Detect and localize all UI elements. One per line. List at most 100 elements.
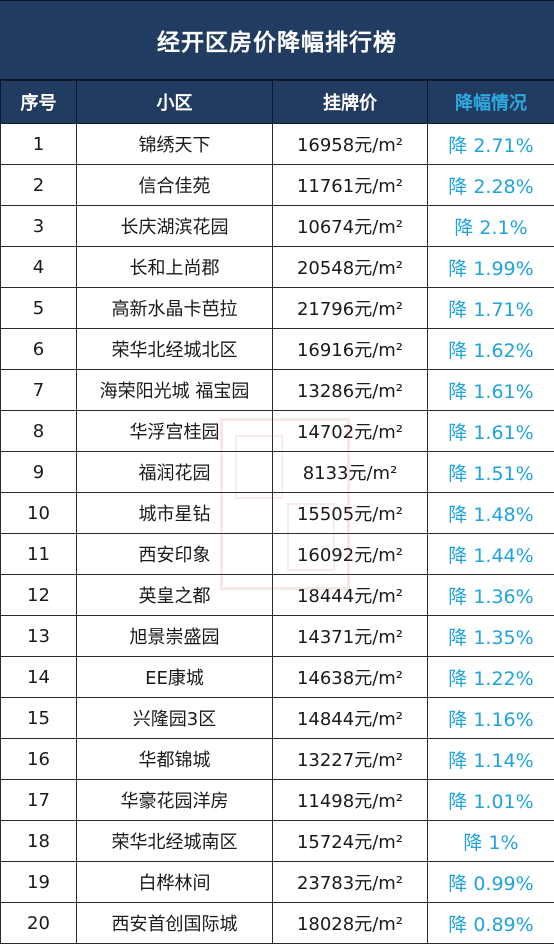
drop-cell: 降 1.61% [428, 370, 554, 411]
price-cell: 14371元/m² [273, 616, 428, 657]
price-cell: 11498元/m² [273, 780, 428, 821]
price-cell: 11761元/m² [273, 165, 428, 206]
rank-cell: 20 [1, 903, 77, 944]
rank-cell: 19 [1, 862, 77, 903]
rank-cell: 12 [1, 575, 77, 616]
drop-cell: 降 1.36% [428, 575, 554, 616]
price-cell: 13227元/m² [273, 739, 428, 780]
rank-cell: 16 [1, 739, 77, 780]
column-header-rank: 序号 [1, 81, 77, 124]
rank-cell: 11 [1, 534, 77, 575]
drop-cell: 降 1.35% [428, 616, 554, 657]
rank-cell: 9 [1, 452, 77, 493]
price-cell: 10674元/m² [273, 206, 428, 247]
drop-cell: 降 1.16% [428, 698, 554, 739]
drop-cell: 降 1.22% [428, 657, 554, 698]
community-cell: 英皇之都 [77, 575, 273, 616]
community-cell: 信合佳苑 [77, 165, 273, 206]
rank-cell: 3 [1, 206, 77, 247]
price-cell: 16092元/m² [273, 534, 428, 575]
community-cell: 长和上尚郡 [77, 247, 273, 288]
drop-cell: 降 1% [428, 821, 554, 862]
price-cell: 14844元/m² [273, 698, 428, 739]
rank-cell: 8 [1, 411, 77, 452]
community-cell: 长庆湖滨花园 [77, 206, 273, 247]
price-cell: 20548元/m² [273, 247, 428, 288]
rank-cell: 4 [1, 247, 77, 288]
price-cell: 15505元/m² [273, 493, 428, 534]
price-cell: 14638元/m² [273, 657, 428, 698]
community-cell: 西安印象 [77, 534, 273, 575]
community-cell: 白桦林间 [77, 862, 273, 903]
drop-cell: 降 1.61% [428, 411, 554, 452]
price-cell: 15724元/m² [273, 821, 428, 862]
community-cell: 西安首创国际城 [77, 903, 273, 944]
price-cell: 18444元/m² [273, 575, 428, 616]
drop-cell: 降 2.28% [428, 165, 554, 206]
price-cell: 16916元/m² [273, 329, 428, 370]
drop-cell: 降 1.01% [428, 780, 554, 821]
column-header-community: 小区 [77, 81, 273, 124]
community-cell: 华浮宫桂园 [77, 411, 273, 452]
drop-cell: 降 1.51% [428, 452, 554, 493]
community-cell: 锦绣天下 [77, 124, 273, 165]
rank-cell: 7 [1, 370, 77, 411]
price-cell: 18028元/m² [273, 903, 428, 944]
drop-cell: 降 1.14% [428, 739, 554, 780]
rank-cell: 15 [1, 698, 77, 739]
drop-cell: 降 1.71% [428, 288, 554, 329]
community-cell: 高新水晶卡芭拉 [77, 288, 273, 329]
drop-cell: 降 1.99% [428, 247, 554, 288]
rank-cell: 2 [1, 165, 77, 206]
community-cell: 华豪花园洋房 [77, 780, 273, 821]
rank-cell: 10 [1, 493, 77, 534]
rank-cell: 6 [1, 329, 77, 370]
table-header-row: 序号 小区 挂牌价 降幅情况 [1, 81, 554, 124]
drop-cell: 降 1.48% [428, 493, 554, 534]
community-cell: 荣华北经城北区 [77, 329, 273, 370]
price-cell: 23783元/m² [273, 862, 428, 903]
rank-cell: 18 [1, 821, 77, 862]
rank-cell: 17 [1, 780, 77, 821]
rank-cell: 5 [1, 288, 77, 329]
rank-cell: 13 [1, 616, 77, 657]
community-cell: 海荣阳光城 福宝园 [77, 370, 273, 411]
community-cell: 福润花园 [77, 452, 273, 493]
community-cell: EE康城 [77, 657, 273, 698]
price-cell: 13286元/m² [273, 370, 428, 411]
drop-cell: 降 0.99% [428, 862, 554, 903]
price-cell: 21796元/m² [273, 288, 428, 329]
price-cell: 16958元/m² [273, 124, 428, 165]
rank-cell: 1 [1, 124, 77, 165]
drop-cell: 降 0.89% [428, 903, 554, 944]
price-cell: 8133元/m² [273, 452, 428, 493]
page-title: 经开区房价降幅排行榜 [0, 0, 554, 80]
price-cell: 14702元/m² [273, 411, 428, 452]
community-cell: 荣华北经城南区 [77, 821, 273, 862]
community-cell: 旭景崇盛园 [77, 616, 273, 657]
drop-cell: 降 2.71% [428, 124, 554, 165]
community-cell: 兴隆园3区 [77, 698, 273, 739]
rank-cell: 14 [1, 657, 77, 698]
